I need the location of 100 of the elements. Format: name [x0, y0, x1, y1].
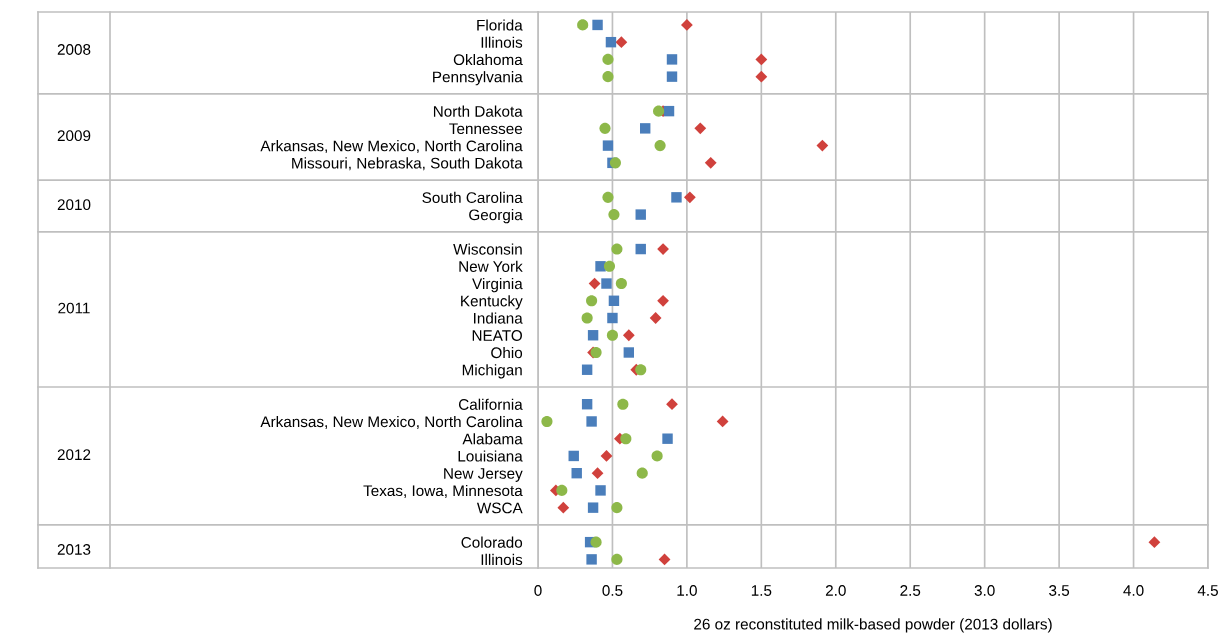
point: [654, 140, 666, 152]
y-tick-label: Pennsylvania: [433, 71, 523, 86]
y-tick-label: Tennessee: [449, 123, 523, 135]
x-tick-label: 0: [534, 585, 542, 596]
y-tick-label: NEATO: [472, 330, 522, 341]
point: [605, 36, 617, 48]
point: [704, 156, 717, 169]
point: [587, 330, 599, 341]
point: [571, 467, 582, 479]
y-tick-label: Florida: [477, 19, 523, 31]
y-tick-label: Illinois: [481, 36, 523, 48]
y-tick-label: Colorado: [461, 536, 523, 548]
point: [591, 467, 604, 480]
point: [615, 36, 628, 49]
y-tick-label: Oklahoma: [453, 53, 523, 66]
point: [716, 415, 729, 428]
point: [636, 467, 648, 479]
point: [611, 243, 623, 255]
y-tick-label: North Dakota: [433, 105, 523, 117]
point: [603, 260, 616, 272]
point: [608, 209, 620, 221]
point: [557, 501, 570, 514]
text: 2008: [57, 44, 91, 55]
point: [586, 554, 597, 565]
point: [607, 312, 618, 324]
y-tick-label: California: [458, 398, 523, 410]
y-tick-label: New Jersey: [444, 468, 523, 482]
point: [586, 295, 598, 307]
point: [611, 553, 623, 565]
y-tick-label: Kentucky: [461, 295, 523, 310]
point: [600, 450, 613, 462]
x-tick-label: 4.0: [1123, 585, 1144, 596]
x-tick-label: 2.5: [900, 585, 921, 596]
point: [581, 364, 593, 375]
point: [590, 536, 602, 548]
text: 2012: [57, 449, 91, 461]
y-tick-label: Michigan: [462, 364, 522, 379]
point: [658, 553, 671, 566]
point: [1148, 536, 1161, 549]
y-tick-label: Louisiana: [458, 450, 523, 462]
x-tick-label: 3.0: [974, 585, 995, 596]
point: [595, 485, 606, 496]
x-tick-label: 1.5: [751, 585, 772, 596]
y-tick-label: Alabama: [462, 433, 523, 445]
point: [635, 364, 647, 376]
point: [666, 71, 678, 82]
point: [635, 209, 646, 220]
point: [599, 122, 611, 134]
point: [587, 502, 599, 513]
point: [586, 416, 597, 427]
point: [541, 415, 553, 428]
point: [635, 243, 646, 255]
point: [651, 450, 663, 462]
text: 2011: [58, 302, 90, 314]
x-tick-label: 4.5: [1197, 585, 1218, 596]
y-tick-label: Georgia: [469, 209, 523, 224]
point: [602, 191, 614, 203]
point: [556, 484, 568, 496]
point: [649, 312, 662, 324]
y-tick-label: Indiana: [474, 312, 523, 324]
point: [606, 329, 618, 341]
point: [592, 19, 603, 31]
point: [623, 347, 635, 358]
point: [681, 19, 693, 31]
y-tick-label: Ohio: [491, 346, 523, 359]
point: [611, 502, 623, 514]
point: [577, 19, 589, 31]
point: [666, 54, 678, 65]
text: 2010: [57, 199, 91, 211]
point: [663, 105, 675, 117]
y-tick-label: Texas, Iowa, Minnesota: [363, 484, 523, 498]
x-tick-label: 3.5: [1049, 585, 1070, 596]
point: [639, 123, 651, 134]
x-tick-label: 0.5: [602, 585, 623, 596]
point: [602, 140, 614, 151]
point: [615, 277, 627, 290]
point: [657, 243, 669, 255]
point: [683, 191, 696, 204]
point: [608, 295, 620, 306]
point: [622, 329, 635, 342]
point: [581, 399, 593, 410]
y-tick-label: Wisconsin: [453, 243, 522, 255]
point: [694, 122, 707, 135]
point: [620, 433, 632, 445]
y-tick-label: South Carolina: [422, 191, 523, 204]
point: [602, 53, 614, 65]
y-tick-label: WSCA: [476, 502, 523, 514]
point: [617, 398, 629, 410]
point: [755, 53, 768, 66]
y-tick-label: Arkansas, New Mexico, North Carolina: [260, 140, 523, 154]
point: [662, 433, 673, 444]
point: [755, 70, 768, 83]
x-tick-label: 1.0: [677, 585, 697, 596]
point: [602, 71, 614, 83]
point: [671, 192, 682, 203]
y-tick-label: Missouri, Nebraska, South Dakota: [292, 157, 523, 171]
y-tick-label: New York: [459, 260, 523, 272]
x-tick-label: 2.0: [825, 585, 846, 596]
y-tick-label: Illinois: [481, 553, 523, 566]
y-tick-label: Virginia: [472, 278, 523, 293]
